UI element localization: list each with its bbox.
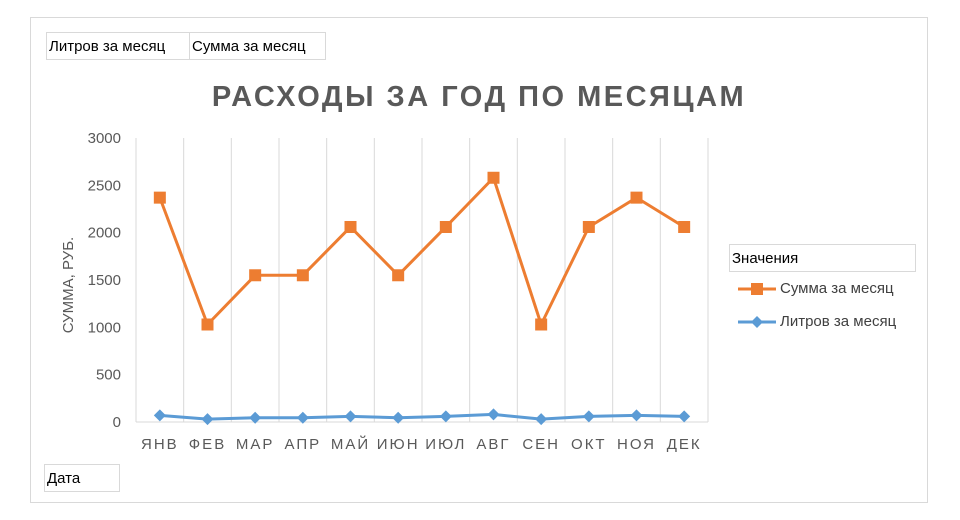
series-sum: [153, 171, 691, 331]
chart-title: РАСХОДЫ ЗА ГОД ПО МЕСЯЦАМ: [212, 81, 746, 113]
x-tick-label: АПР: [285, 436, 322, 453]
y-tick-label: 0: [113, 414, 121, 431]
data-point-marker[interactable]: [678, 220, 691, 233]
series-line: [158, 176, 685, 326]
data-point-marker[interactable]: [582, 410, 595, 423]
y-tick-label: 2000: [88, 225, 121, 242]
x-tick-label: ЯНВ: [141, 436, 179, 453]
y-tick-label: 3000: [88, 130, 121, 147]
legend-title-label: Значения: [732, 250, 799, 267]
data-point-marker[interactable]: [344, 410, 357, 423]
x-tick-label: МАЙ: [331, 435, 370, 453]
data-point-marker[interactable]: [630, 409, 643, 422]
data-point-marker[interactable]: [487, 171, 500, 184]
y-tick-label: 1000: [88, 319, 121, 336]
data-point-marker[interactable]: [582, 220, 595, 233]
data-point-marker[interactable]: [201, 413, 214, 426]
data-point-marker[interactable]: [630, 191, 643, 204]
data-point-marker[interactable]: [439, 220, 452, 233]
legend-square-marker-icon: [738, 283, 776, 295]
data-point-marker[interactable]: [392, 269, 405, 282]
y-axis-title: СУММА, РУБ.: [60, 237, 77, 333]
x-tick-label: ИЮН: [377, 436, 420, 453]
data-point-marker[interactable]: [487, 408, 500, 421]
data-point-marker[interactable]: [535, 413, 548, 426]
field-button-sum-label: Сумма за месяц: [192, 38, 306, 55]
y-axis-ticks: 0 500 1000 1500 2000 2500 3000: [88, 130, 121, 431]
x-tick-label: ИЮЛ: [425, 436, 466, 453]
x-tick-label: ДЕК: [667, 436, 702, 453]
data-point-marker[interactable]: [439, 410, 452, 423]
y-tick-label: 500: [96, 367, 121, 384]
x-tick-label: СЕН: [522, 436, 560, 453]
data-point-marker[interactable]: [201, 318, 214, 331]
data-point-marker[interactable]: [296, 411, 309, 424]
y-tick-label: 1500: [88, 272, 121, 289]
field-button-date[interactable]: Дата: [44, 464, 120, 492]
legend-item-sum-label: Сумма за месяц: [780, 280, 894, 297]
x-tick-label: ФЕВ: [189, 436, 226, 453]
legend-diamond-marker-icon: [738, 316, 776, 328]
field-button-liters-label: Литров за месяц: [49, 38, 166, 55]
x-tick-label: АВГ: [476, 436, 510, 453]
x-tick-label: ОКТ: [571, 436, 607, 453]
x-tick-label: МАР: [236, 436, 275, 453]
data-point-marker[interactable]: [678, 410, 691, 423]
chart-frame: [30, 17, 928, 503]
y-tick-label: 2500: [88, 177, 121, 194]
series-line: [159, 412, 685, 421]
data-point-marker[interactable]: [392, 411, 405, 424]
data-point-marker[interactable]: [249, 411, 262, 424]
data-point-marker[interactable]: [296, 269, 309, 282]
field-button-sum[interactable]: Сумма за месяц: [189, 32, 326, 60]
field-button-date-label: Дата: [47, 470, 81, 487]
data-point-marker[interactable]: [535, 318, 548, 331]
series-layer: [153, 171, 691, 426]
series-liters: [153, 408, 691, 426]
data-point-marker[interactable]: [153, 409, 166, 422]
data-point-marker[interactable]: [153, 191, 166, 204]
data-point-marker[interactable]: [249, 269, 262, 282]
x-tick-label: НОЯ: [617, 436, 656, 453]
grid-lines: [135, 138, 709, 423]
field-button-liters[interactable]: Литров за месяц: [46, 32, 191, 60]
legend-title[interactable]: Значения: [729, 244, 916, 272]
data-point-marker[interactable]: [344, 220, 357, 233]
x-axis-ticks: ЯНВ ФЕВ МАР АПР МАЙ ИЮН ИЮЛ АВГ СЕН ОКТ НОЯ ДЕК: [141, 435, 702, 453]
legend-item-liters-label: Литров за месяц: [780, 313, 897, 330]
